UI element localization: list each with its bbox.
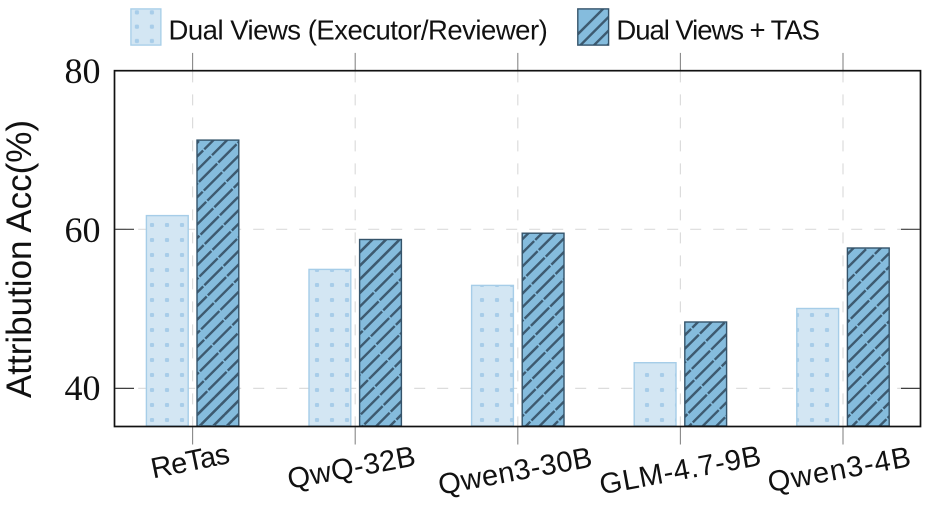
svg-text:40: 40 (65, 368, 101, 408)
svg-text:GLM-4.7-9B: GLM-4.7-9B (597, 440, 764, 501)
svg-text:ReTas: ReTas (148, 438, 232, 485)
svg-text:Attribution Acc(%): Attribution Acc(%) (0, 120, 39, 398)
svg-text:Dual Views (Executor/Reviewer): Dual Views (Executor/Reviewer) (169, 14, 548, 45)
svg-text:Qwen3-4B: Qwen3-4B (765, 441, 914, 499)
svg-text:Qwen3-30B: Qwen3-30B (436, 442, 595, 502)
svg-text:60: 60 (65, 210, 101, 250)
svg-text:Dual Views + TAS: Dual Views + TAS (616, 14, 819, 45)
svg-text:QwQ-32B: QwQ-32B (285, 441, 419, 496)
svg-text:80: 80 (65, 51, 101, 91)
